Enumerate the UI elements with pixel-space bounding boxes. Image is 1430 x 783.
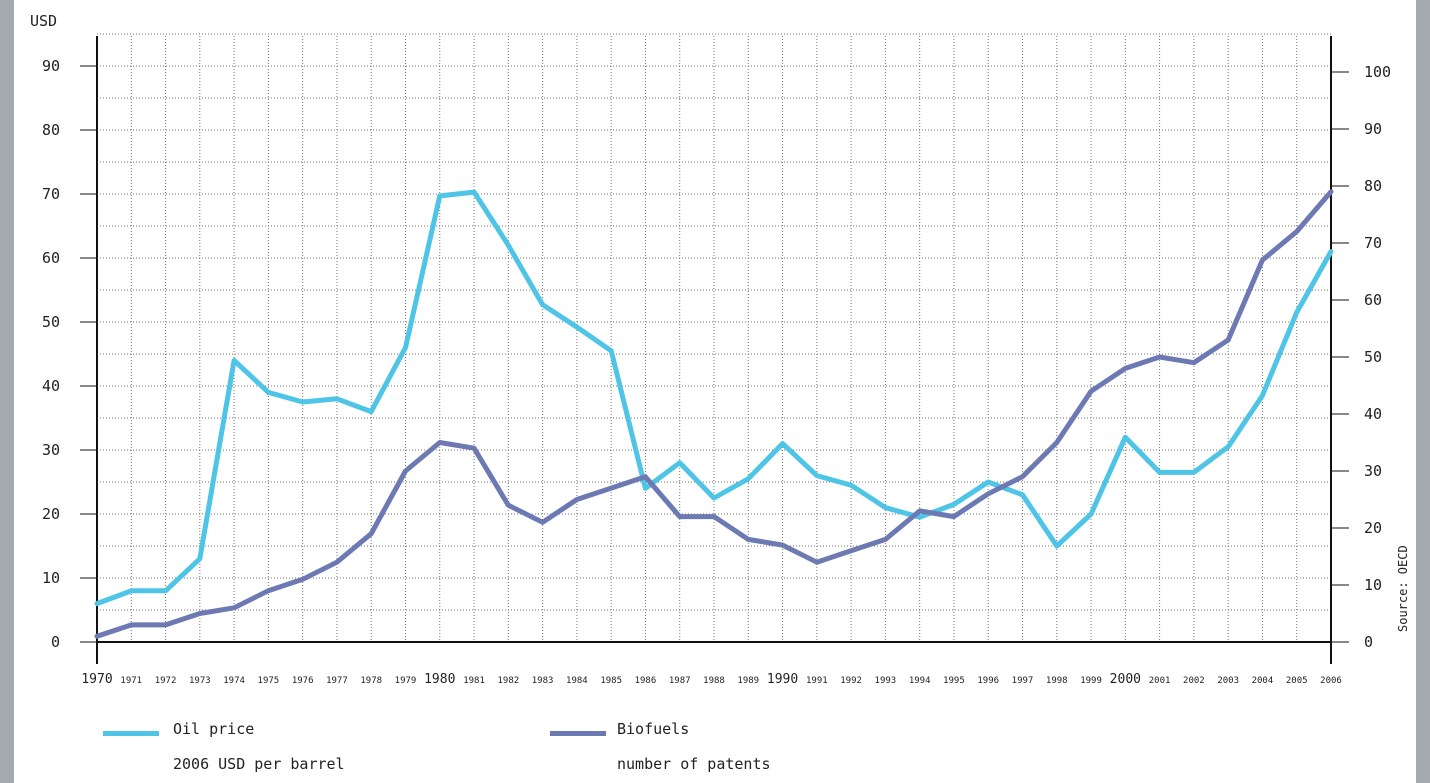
x-tick-label: 2006 (1320, 676, 1342, 686)
x-tick-label: 1997 (1012, 676, 1034, 686)
y-tick-label-right: 30 (1364, 462, 1382, 480)
y-tick-label-right: 70 (1364, 234, 1382, 252)
x-tick-label: 2002 (1183, 676, 1205, 686)
y-tick-label-right: 0 (1364, 633, 1373, 651)
y-tick-label-left: 40 (42, 377, 60, 395)
y-tick-label-left: 0 (51, 633, 60, 651)
y-tick-label-right: 100 (1364, 63, 1391, 81)
series-lines (94, 189, 1334, 639)
x-tick-label: 1981 (463, 676, 485, 686)
y-tick-label-right: 20 (1364, 519, 1382, 537)
x-tick-label: 1996 (977, 676, 999, 686)
legend-oil-sublabel: 2006 USD per barrel (173, 755, 345, 773)
x-tick-label: 2001 (1149, 676, 1171, 686)
y-tick-label-right: 40 (1364, 405, 1382, 423)
x-tick-label: 1985 (600, 676, 622, 686)
y-tick-label-right: 90 (1364, 120, 1382, 138)
y-tick-label-left: 90 (42, 57, 60, 75)
x-tick-label: 1972 (155, 676, 177, 686)
y-tick-label-right: 80 (1364, 177, 1382, 195)
grid-lines (97, 33, 1332, 642)
x-tick-label: 1989 (737, 676, 759, 686)
x-tick-label: 1974 (223, 676, 245, 686)
x-tick-label: 2003 (1217, 676, 1239, 686)
x-tick-label: 1998 (1046, 676, 1068, 686)
x-tick-label: 2005 (1286, 676, 1308, 686)
legend-biofuels-sublabel: number of patents (617, 755, 771, 773)
x-tick-label: 1980 (424, 672, 455, 687)
y-tick-label-left: 20 (42, 505, 60, 523)
x-tick-label: 1999 (1080, 676, 1102, 686)
x-tick-label: 2004 (1252, 676, 1274, 686)
x-tick-label: 1992 (840, 676, 862, 686)
x-tick-label: 1987 (669, 676, 691, 686)
x-tick-label: 1973 (189, 676, 211, 686)
x-tick-label: 1986 (635, 676, 657, 686)
x-tick-label: 1982 (497, 676, 519, 686)
left-frame-bar (0, 0, 14, 783)
x-tick-label: 1993 (875, 676, 897, 686)
x-tick-label: 1971 (120, 676, 142, 686)
oil-price-line (94, 189, 1334, 607)
source-note: Source: OECD (1396, 545, 1410, 632)
legend-oil-label: Oil price (173, 720, 255, 738)
y-tick-label-left: 80 (42, 121, 60, 139)
x-tick-label: 1984 (566, 676, 588, 686)
right-frame-bar (1416, 0, 1430, 783)
y-tick-label-left: 50 (42, 313, 60, 331)
y-axis-unit-left: USD (30, 12, 57, 30)
x-tick-label: 1990 (767, 672, 798, 687)
x-tick-label: 1976 (292, 676, 314, 686)
x-tick-label: 1991 (806, 676, 828, 686)
y-tick-label-right: 60 (1364, 291, 1382, 309)
legend-biofuels-swatch (550, 731, 606, 736)
x-tick-label: 1995 (943, 676, 965, 686)
axis-labels: 0 10 20 30 40 50 60 70 80 90 USD 0 10 20 30 40 50 60 70 80 9… (30, 12, 1410, 687)
y-tick-label-left: 70 (42, 185, 60, 203)
x-tick-label: 1975 (258, 676, 280, 686)
y-tick-label-left: 30 (42, 441, 60, 459)
y-tick-label-right: 10 (1364, 576, 1382, 594)
x-tick-label: 1977 (326, 676, 348, 686)
y-tick-label-left: 10 (42, 569, 60, 587)
legend-biofuels-label: Biofuels (617, 720, 690, 738)
legend-oil-swatch (103, 731, 159, 736)
x-tick-label: 1970 (81, 672, 112, 687)
x-tick-label: 1983 (532, 676, 554, 686)
x-tick-label: 1979 (395, 676, 417, 686)
y-tick-label-right: 50 (1364, 348, 1382, 366)
x-tick-label: 2000 (1110, 672, 1141, 687)
y-tick-label-left: 60 (42, 249, 60, 267)
x-tick-label: 1994 (909, 676, 931, 686)
biofuels-patents-line (94, 189, 1334, 639)
axes (80, 36, 1349, 664)
x-tick-label: 1978 (360, 676, 382, 686)
x-tick-label: 1988 (703, 676, 725, 686)
